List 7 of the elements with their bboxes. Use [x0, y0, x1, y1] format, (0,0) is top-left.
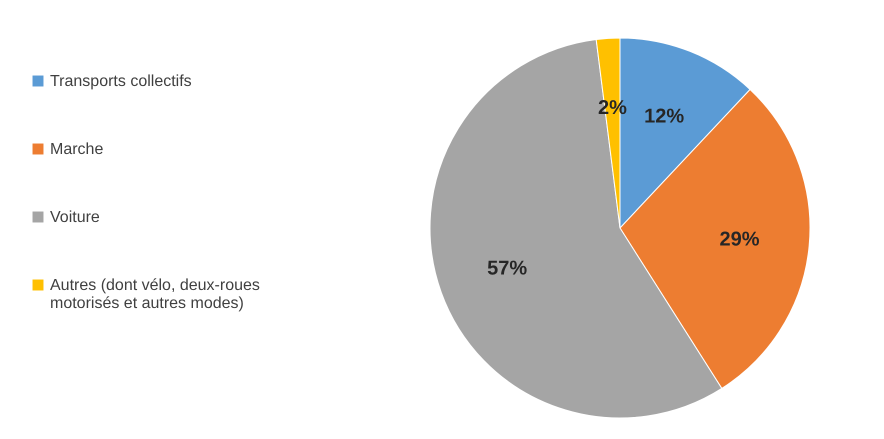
legend-label: Autres (dont vélo, deux-roues motorisés et autres modes) [50, 277, 260, 312]
legend-label: Transports collectifs [50, 73, 192, 90]
legend-label: Marche [50, 141, 104, 158]
legend-label: Voiture [50, 209, 100, 226]
data-label: 12% [644, 105, 684, 128]
data-label: 29% [719, 228, 760, 250]
data-label: 57% [487, 258, 528, 280]
